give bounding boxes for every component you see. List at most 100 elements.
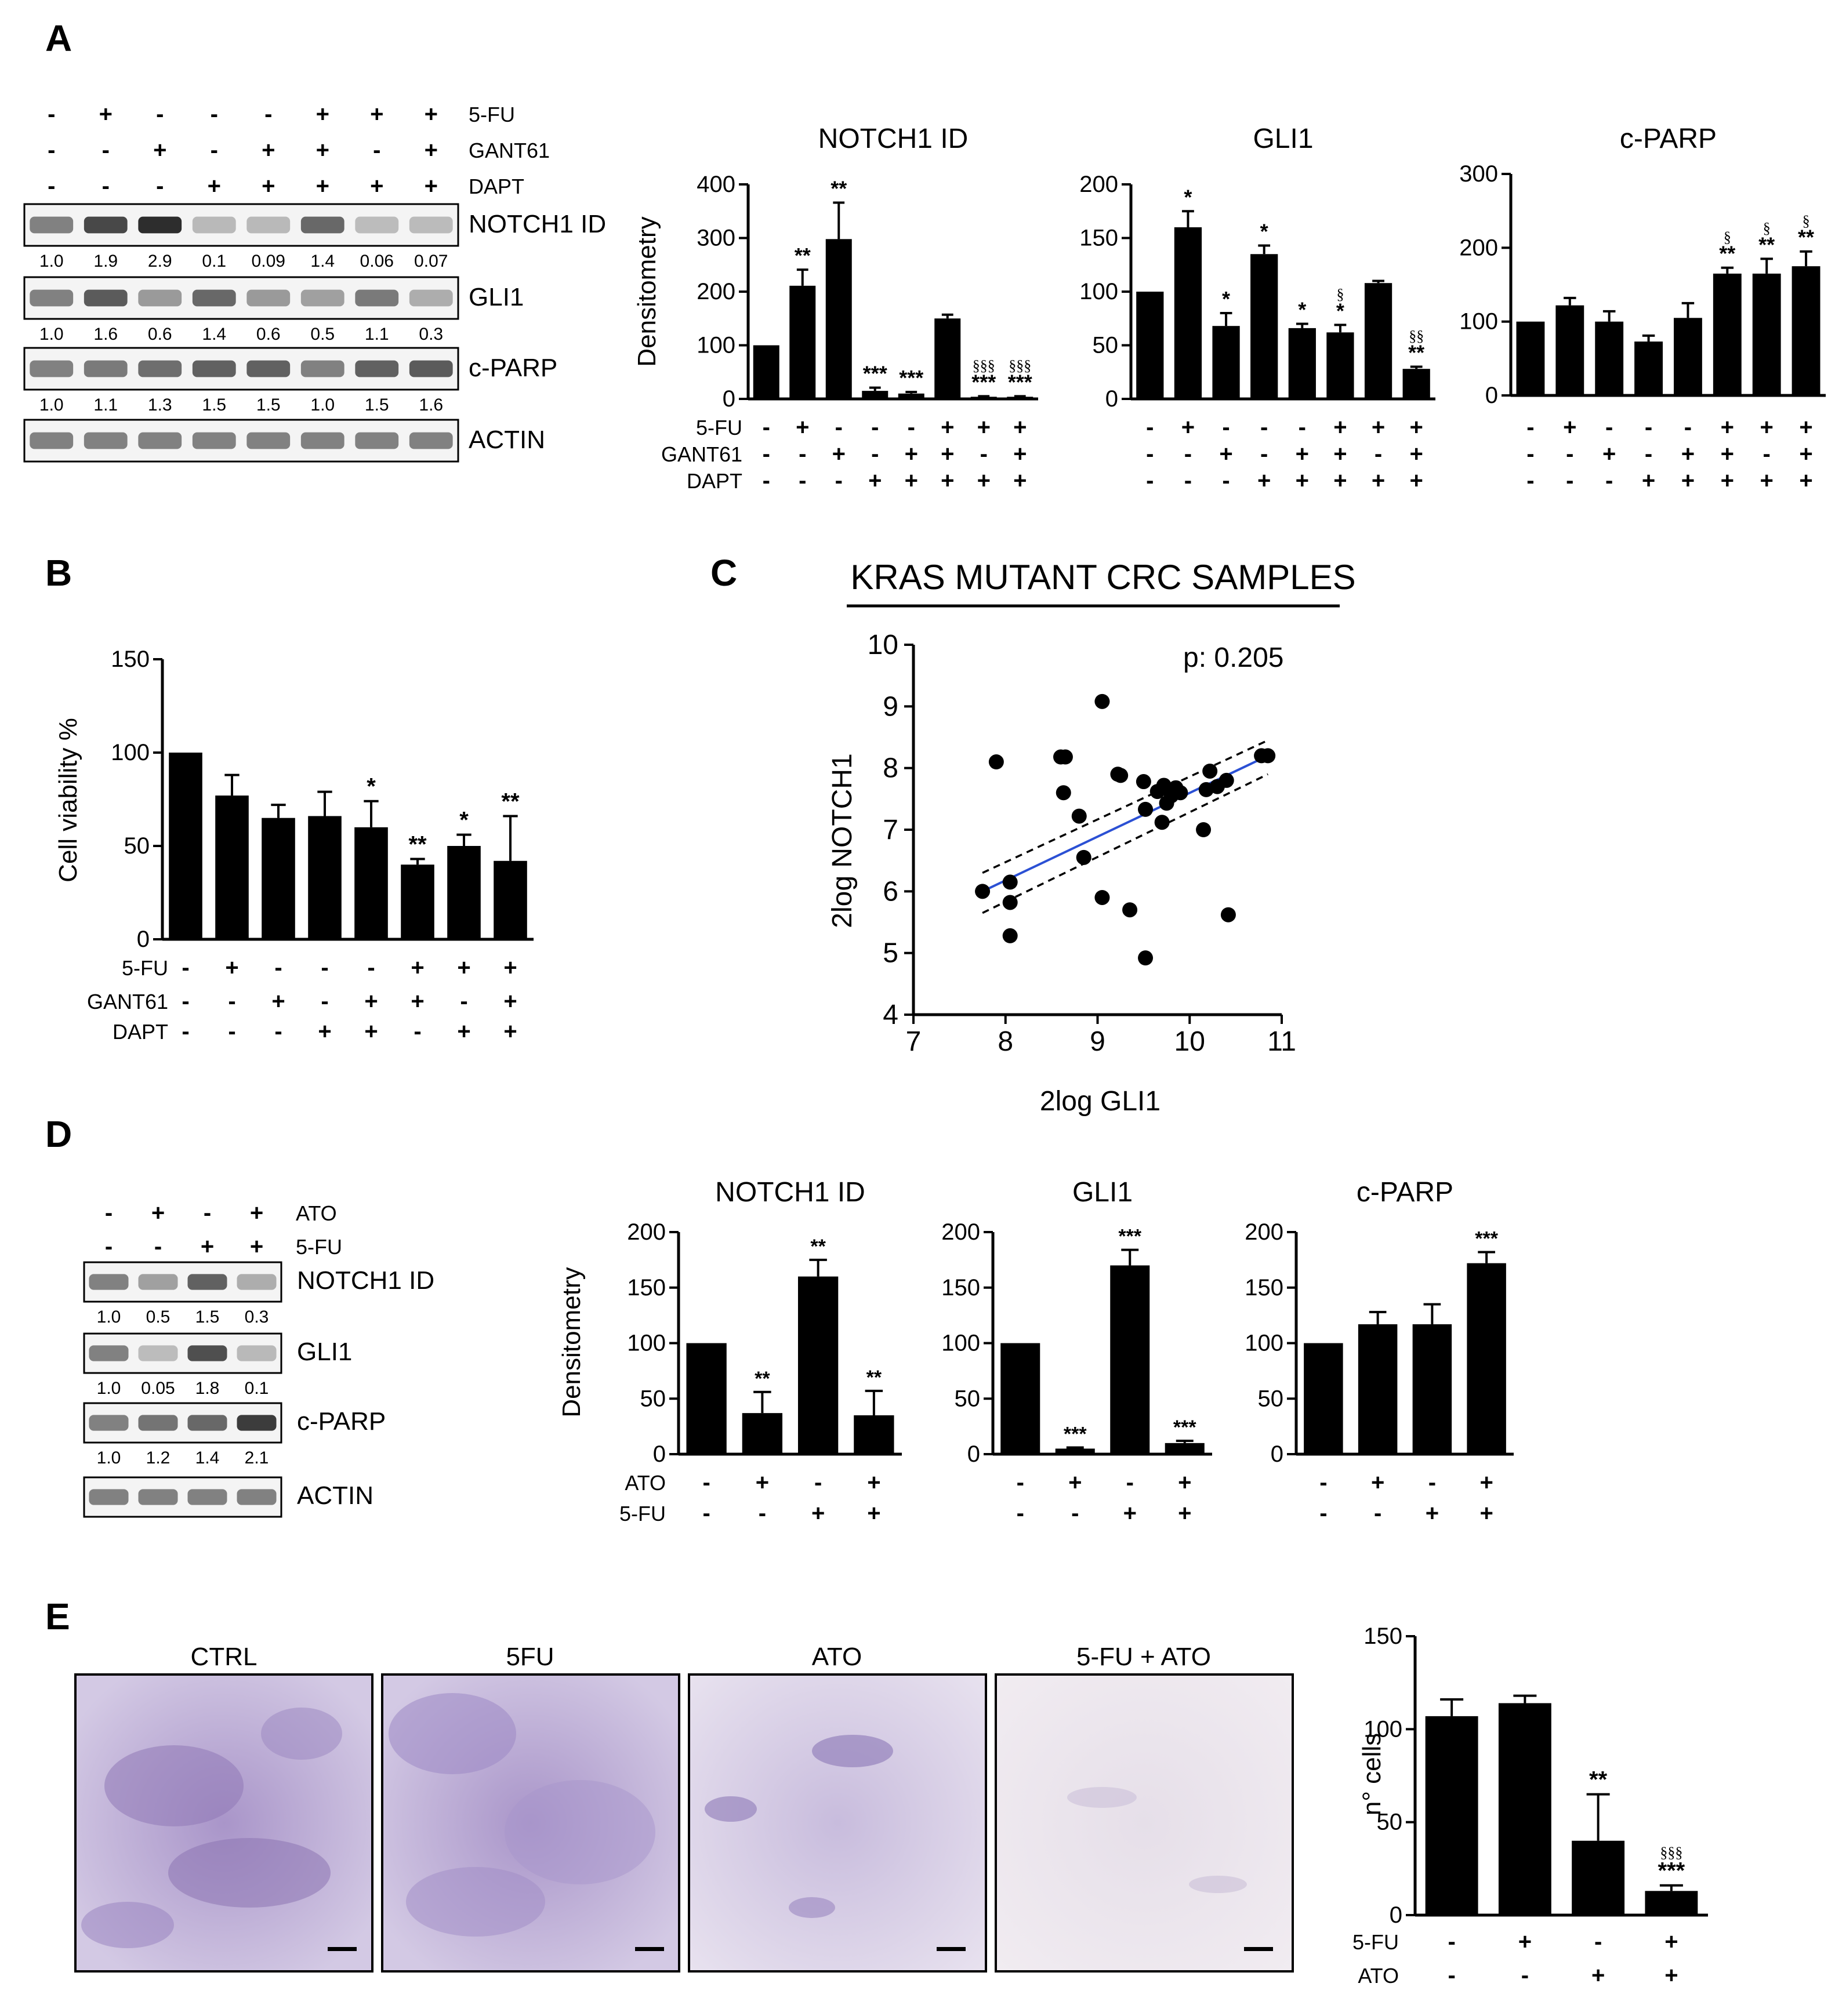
blot-band <box>409 432 453 449</box>
lane-sign: + <box>316 101 329 127</box>
treatment-sign: + <box>1681 441 1695 467</box>
lane-sign: + <box>262 173 275 199</box>
treatment-sign: + <box>1410 441 1423 467</box>
treatment-sign: + <box>1013 468 1027 493</box>
chart-d-cparp: c-PARP 0 50 100 150 200 *** - + - + - - + + <box>1245 1177 1514 1526</box>
densitometry-value: 1.0 <box>97 1379 121 1398</box>
densitometry-value: 0.5 <box>146 1307 171 1327</box>
treatment-sign: - <box>1260 441 1268 467</box>
lane-sign: - <box>264 101 272 127</box>
significance-mark: * <box>1260 219 1268 243</box>
treatment-sign: + <box>1296 441 1309 467</box>
chart-title: NOTCH1 ID <box>818 123 969 154</box>
bar <box>1165 1443 1205 1454</box>
lane-sign: + <box>262 137 275 163</box>
blot-band <box>355 360 399 377</box>
significance-mark: ** <box>866 1367 882 1389</box>
bar <box>447 846 481 939</box>
treatment-sign: + <box>411 955 424 980</box>
data-point <box>1057 749 1073 765</box>
densitometry-value: 1.0 <box>97 1448 121 1467</box>
micrograph-title-ato: ATO <box>812 1643 862 1671</box>
scatter-x-label: 2log GLI1 <box>1040 1086 1161 1117</box>
densitometry-value: 0.09 <box>252 252 285 271</box>
significance-mark: * <box>1298 298 1306 322</box>
y-tick-label: 150 <box>1079 226 1118 251</box>
treatment-row-label: DAPT <box>469 175 524 198</box>
treatment-sign: - <box>1645 415 1652 440</box>
band-label: GLI1 <box>469 283 524 311</box>
blot-band <box>138 216 182 234</box>
significance-mark: ** <box>1798 226 1814 249</box>
secondary-mark: § <box>1724 228 1731 245</box>
bar <box>1792 266 1821 395</box>
treatment-sign: - <box>1222 468 1230 493</box>
lane-sign: + <box>316 173 329 199</box>
y-tick-label: 100 <box>111 740 150 765</box>
data-point <box>1076 849 1091 865</box>
treatment-sign: - <box>182 989 189 1014</box>
bar <box>898 393 924 399</box>
treatment-sign: + <box>1799 415 1812 440</box>
bar <box>1595 321 1624 395</box>
treatment-sign: - <box>1017 1470 1024 1495</box>
blot-band <box>246 216 291 234</box>
data-point <box>1002 928 1018 943</box>
blot-band-frame <box>83 1332 282 1374</box>
treatment-sign: - <box>1594 1929 1602 1955</box>
y-tick-label: 300 <box>697 226 735 251</box>
densitometry-value: 1.9 <box>93 252 118 271</box>
y-axis-label: n° cells <box>1358 1733 1386 1815</box>
data-point <box>1136 774 1151 790</box>
significance-mark: ** <box>831 176 847 200</box>
bar <box>1645 1891 1698 1915</box>
bar <box>1634 342 1663 395</box>
y-tick-label: 100 <box>1079 279 1118 304</box>
bar <box>1412 1324 1452 1454</box>
bar <box>854 1415 894 1454</box>
blot-band <box>409 360 453 377</box>
blot-band <box>89 1274 129 1290</box>
blot-band <box>192 216 236 234</box>
lane-sign: - <box>211 137 218 163</box>
treatment-sign: - <box>871 441 879 467</box>
lane-sign: - <box>204 1200 211 1226</box>
bar <box>1572 1840 1625 1915</box>
western-blot-d: - + - + ATO - - + +5-FU NOTCH1 ID 1.0 0.5 1.5 0.3 GLI1… <box>83 1200 434 1518</box>
y-tick-label: 10 <box>868 630 898 660</box>
chart-scatter: 7 8 9 10 11 4 5 6 7 8 9 10 <box>868 630 1296 1057</box>
y-tick-label: 50 <box>1377 1810 1403 1835</box>
treatment-label: 5-FU <box>619 1502 666 1525</box>
y-tick-label: 0 <box>967 1441 980 1467</box>
significance-mark: ** <box>1408 341 1424 365</box>
treatment-sign: + <box>1799 441 1812 467</box>
y-tick-label: 100 <box>1245 1331 1283 1356</box>
treatment-label: DAPT <box>687 469 742 493</box>
treatment-sign: + <box>905 441 918 467</box>
treatment-sign: + <box>364 1019 378 1044</box>
bar <box>354 827 388 939</box>
bar <box>797 1276 839 1454</box>
treatment-sign: + <box>503 955 517 980</box>
chart-title: GLI1 <box>1072 1177 1133 1208</box>
blot-band <box>30 360 74 377</box>
band-label: GLI1 <box>297 1338 352 1366</box>
bar <box>1288 328 1316 399</box>
y-tick-label: 200 <box>1079 172 1118 197</box>
treatment-label: DAPT <box>113 1020 168 1044</box>
blot-band <box>409 289 453 307</box>
treatment-sign: + <box>1371 1470 1384 1495</box>
significance-mark: *** <box>1008 370 1032 394</box>
western-blot-a: - + - - - + + +5-FU - - + - + + - + GANT61 - - - + + + + + DAPT NO… <box>23 101 606 463</box>
micrograph-ato <box>688 1673 987 1973</box>
lane-sign: + <box>370 101 383 127</box>
lane-sign: + <box>208 173 221 199</box>
treatment-sign: + <box>1642 468 1655 493</box>
treatment-sign: - <box>367 955 375 980</box>
band-label: ACTIN <box>297 1481 373 1510</box>
blot-band <box>192 432 236 449</box>
densitometry-value: 1.6 <box>93 325 118 344</box>
blot-band <box>355 216 399 234</box>
lane-sign: - <box>156 101 164 127</box>
bar <box>1000 1343 1040 1454</box>
